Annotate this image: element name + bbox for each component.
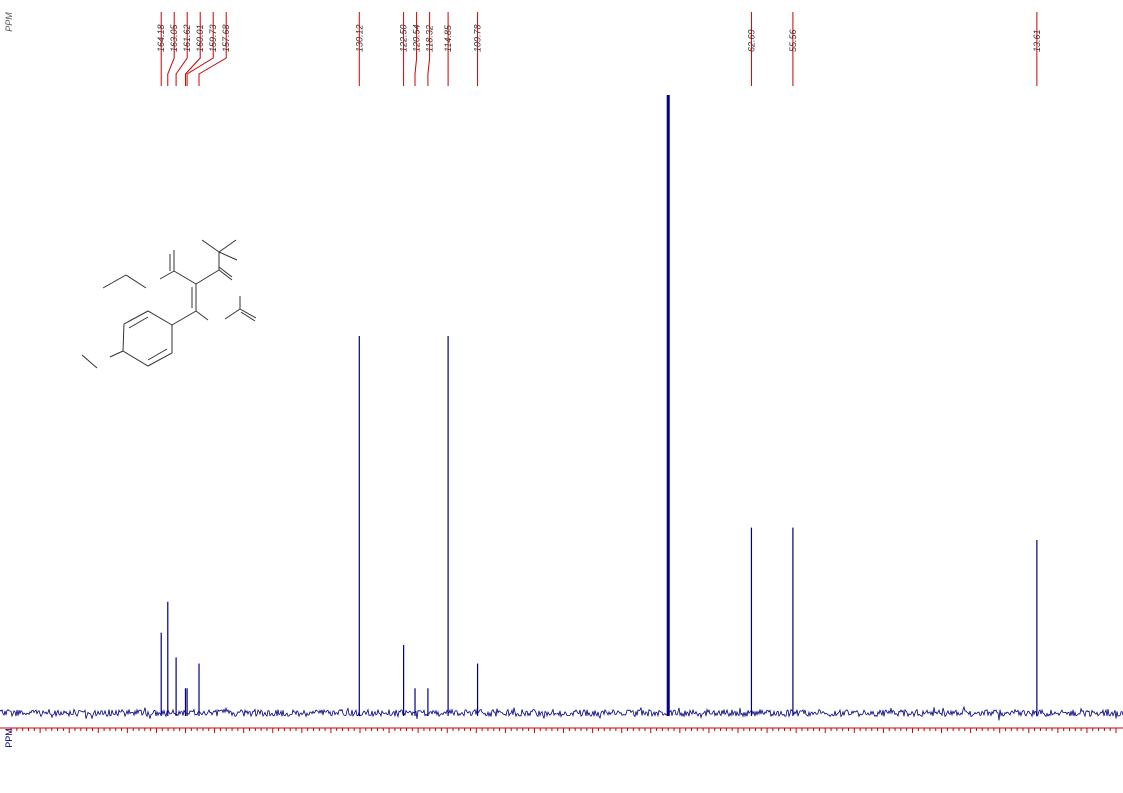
peak-connector: [175, 12, 188, 86]
peak-connector: [427, 12, 431, 86]
corner-label: PPM: [4, 12, 14, 32]
peak-connector: [414, 12, 418, 86]
baseline-noise: [0, 705, 1123, 721]
peak-connector: [167, 12, 175, 86]
peak-connector: [186, 12, 214, 86]
x-axis-label: PPM: [4, 728, 14, 748]
structure: [81, 239, 257, 369]
peak-connector: [198, 12, 227, 86]
peak-connector: [184, 12, 201, 86]
